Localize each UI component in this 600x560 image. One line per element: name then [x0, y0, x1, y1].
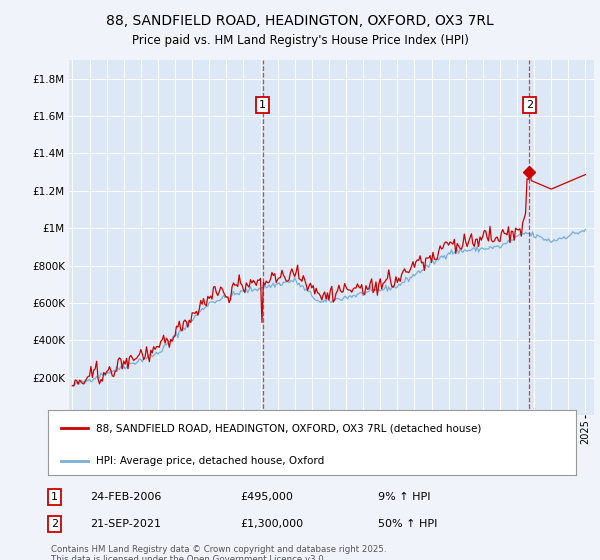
Text: 9% ↑ HPI: 9% ↑ HPI [378, 492, 431, 502]
Text: 24-FEB-2006: 24-FEB-2006 [90, 492, 161, 502]
Text: HPI: Average price, detached house, Oxford: HPI: Average price, detached house, Oxfo… [95, 456, 324, 466]
Text: £1,300,000: £1,300,000 [240, 519, 303, 529]
Text: 2: 2 [51, 519, 58, 529]
Text: Contains HM Land Registry data © Crown copyright and database right 2025.
This d: Contains HM Land Registry data © Crown c… [51, 545, 386, 560]
Text: 2: 2 [526, 100, 533, 110]
Text: 21-SEP-2021: 21-SEP-2021 [90, 519, 161, 529]
Text: £495,000: £495,000 [240, 492, 293, 502]
Text: 88, SANDFIELD ROAD, HEADINGTON, OXFORD, OX3 7RL (detached house): 88, SANDFIELD ROAD, HEADINGTON, OXFORD, … [95, 423, 481, 433]
Text: 1: 1 [259, 100, 266, 110]
Text: 50% ↑ HPI: 50% ↑ HPI [378, 519, 437, 529]
Text: Price paid vs. HM Land Registry's House Price Index (HPI): Price paid vs. HM Land Registry's House … [131, 34, 469, 46]
Text: 88, SANDFIELD ROAD, HEADINGTON, OXFORD, OX3 7RL: 88, SANDFIELD ROAD, HEADINGTON, OXFORD, … [106, 14, 494, 28]
Text: 1: 1 [51, 492, 58, 502]
